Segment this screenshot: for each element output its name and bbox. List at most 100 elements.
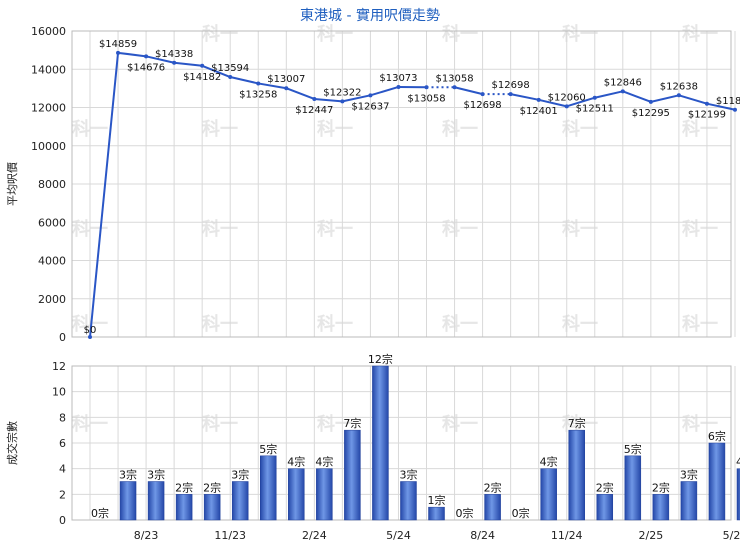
transaction-data-label: 12宗 xyxy=(368,352,393,366)
transaction-data-label: 5宗 xyxy=(259,442,277,456)
price-point xyxy=(425,85,429,89)
transaction-bar xyxy=(316,469,332,520)
transaction-data-label: 4宗 xyxy=(736,455,740,469)
transaction-bar xyxy=(372,366,388,520)
transaction-bar xyxy=(429,507,445,520)
price-point xyxy=(537,98,541,102)
transaction-bar xyxy=(288,469,304,520)
price-point xyxy=(116,51,120,55)
transaction-data-label: 3宗 xyxy=(399,468,417,482)
price-line-segment xyxy=(595,91,623,97)
price-point xyxy=(733,108,737,112)
watermark-text: 科一 xyxy=(682,23,718,45)
transaction-bar xyxy=(709,443,725,520)
transaction-data-label: 6宗 xyxy=(708,429,726,443)
price-point xyxy=(649,100,653,104)
price-data-label: $0 xyxy=(84,325,97,336)
price-point xyxy=(396,85,400,89)
top-y-tick-label: 14000 xyxy=(31,63,66,76)
transaction-data-label: 2宗 xyxy=(596,480,614,494)
price-data-label: $12401 xyxy=(520,106,558,117)
price-line-segment xyxy=(90,53,118,337)
price-data-label: $12295 xyxy=(632,108,670,119)
watermark-text: 科一 xyxy=(562,23,598,45)
transaction-bar xyxy=(653,494,669,520)
price-data-label: $13073 xyxy=(379,73,417,84)
transaction-bar xyxy=(625,456,641,520)
price-data-label: $12199 xyxy=(688,110,726,121)
price-point xyxy=(509,92,513,96)
bottom-y-tick-label: 4 xyxy=(59,463,66,476)
price-data-label: $14676 xyxy=(127,62,165,73)
price-line-segment xyxy=(118,53,146,56)
transaction-bar xyxy=(597,494,613,520)
bottom-x-tick-label: 11/24 xyxy=(551,529,583,542)
watermark-text: 科一 xyxy=(562,118,598,140)
watermark-text: 科一 xyxy=(442,23,478,45)
price-line-segment xyxy=(286,88,314,99)
price-data-label: $14859 xyxy=(99,39,137,50)
top-y-tick-label: 8000 xyxy=(38,178,66,191)
transaction-data-label: 2宗 xyxy=(652,480,670,494)
transaction-bar xyxy=(681,482,697,521)
transaction-bar xyxy=(148,482,164,521)
transaction-data-label: 4宗 xyxy=(315,455,333,469)
price-data-label: $12322 xyxy=(323,87,361,98)
price-line-segment xyxy=(511,94,539,100)
price-point xyxy=(312,97,316,101)
price-data-label: $12637 xyxy=(351,101,389,112)
price-line-segment xyxy=(455,87,483,94)
bottom-x-tick-label: 11/23 xyxy=(214,529,246,542)
watermark-text: 科一 xyxy=(202,413,238,435)
transaction-data-label: 4宗 xyxy=(287,455,305,469)
watermark-text: 科一 xyxy=(562,218,598,240)
watermark-text: 科一 xyxy=(442,413,478,435)
price-point xyxy=(593,96,597,100)
price-data-label: $12447 xyxy=(295,105,333,116)
top-y-tick-label: 6000 xyxy=(38,216,66,229)
watermark-text: 科一 xyxy=(202,313,238,335)
price-data-label: $12846 xyxy=(604,77,642,88)
watermark-text: 科一 xyxy=(202,118,238,140)
top-y-tick-label: 10000 xyxy=(31,140,66,153)
bottom-x-tick-label: 2/24 xyxy=(302,529,327,542)
bottom-y-tick-label: 10 xyxy=(52,386,66,399)
bottom-x-tick-label: 8/23 xyxy=(134,529,159,542)
watermark-text: 科一 xyxy=(317,218,353,240)
price-data-label: $13058 xyxy=(435,73,473,84)
bottom-x-tick-label: 8/24 xyxy=(470,529,495,542)
watermark-text: 科一 xyxy=(682,118,718,140)
bottom-y-tick-label: 2 xyxy=(59,488,66,501)
watermark-text: 科一 xyxy=(202,23,238,45)
transaction-data-label: 2宗 xyxy=(484,480,502,494)
price-data-label: $12698 xyxy=(492,80,530,91)
price-point xyxy=(340,99,344,103)
watermark-text: 科一 xyxy=(562,313,598,335)
transaction-bar xyxy=(485,494,501,520)
transaction-data-label: 0宗 xyxy=(512,506,530,520)
price-data-labels: $0$14859$14676$14338$14182$13594$13258$1… xyxy=(84,39,740,336)
price-data-label: $13058 xyxy=(407,93,445,104)
price-data-label: $13258 xyxy=(239,89,277,100)
chart-title: 東港城 - 實用呎價走勢 xyxy=(300,7,440,24)
price-line-segment xyxy=(174,63,202,66)
transaction-bar xyxy=(176,494,192,520)
price-point xyxy=(621,89,625,93)
bottom-y-tick-label: 8 xyxy=(59,411,66,424)
transaction-data-label: 3宗 xyxy=(680,468,698,482)
price-point xyxy=(144,54,148,58)
price-point xyxy=(284,86,288,90)
watermark-text: 科一 xyxy=(682,313,718,335)
top-y-tick-label: 0 xyxy=(59,331,66,344)
bottom-x-tick-label: 5/25 xyxy=(723,529,740,542)
price-point xyxy=(368,93,372,97)
price-point xyxy=(565,104,569,108)
price-point xyxy=(256,81,260,85)
bottom-y-tick-label: 0 xyxy=(59,514,66,527)
price-data-label: $12698 xyxy=(464,100,502,111)
transaction-bar xyxy=(344,430,360,520)
